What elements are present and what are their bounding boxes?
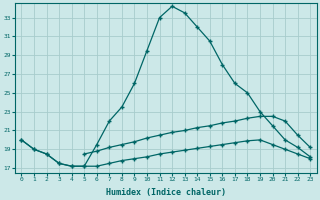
X-axis label: Humidex (Indice chaleur): Humidex (Indice chaleur) bbox=[106, 188, 226, 197]
